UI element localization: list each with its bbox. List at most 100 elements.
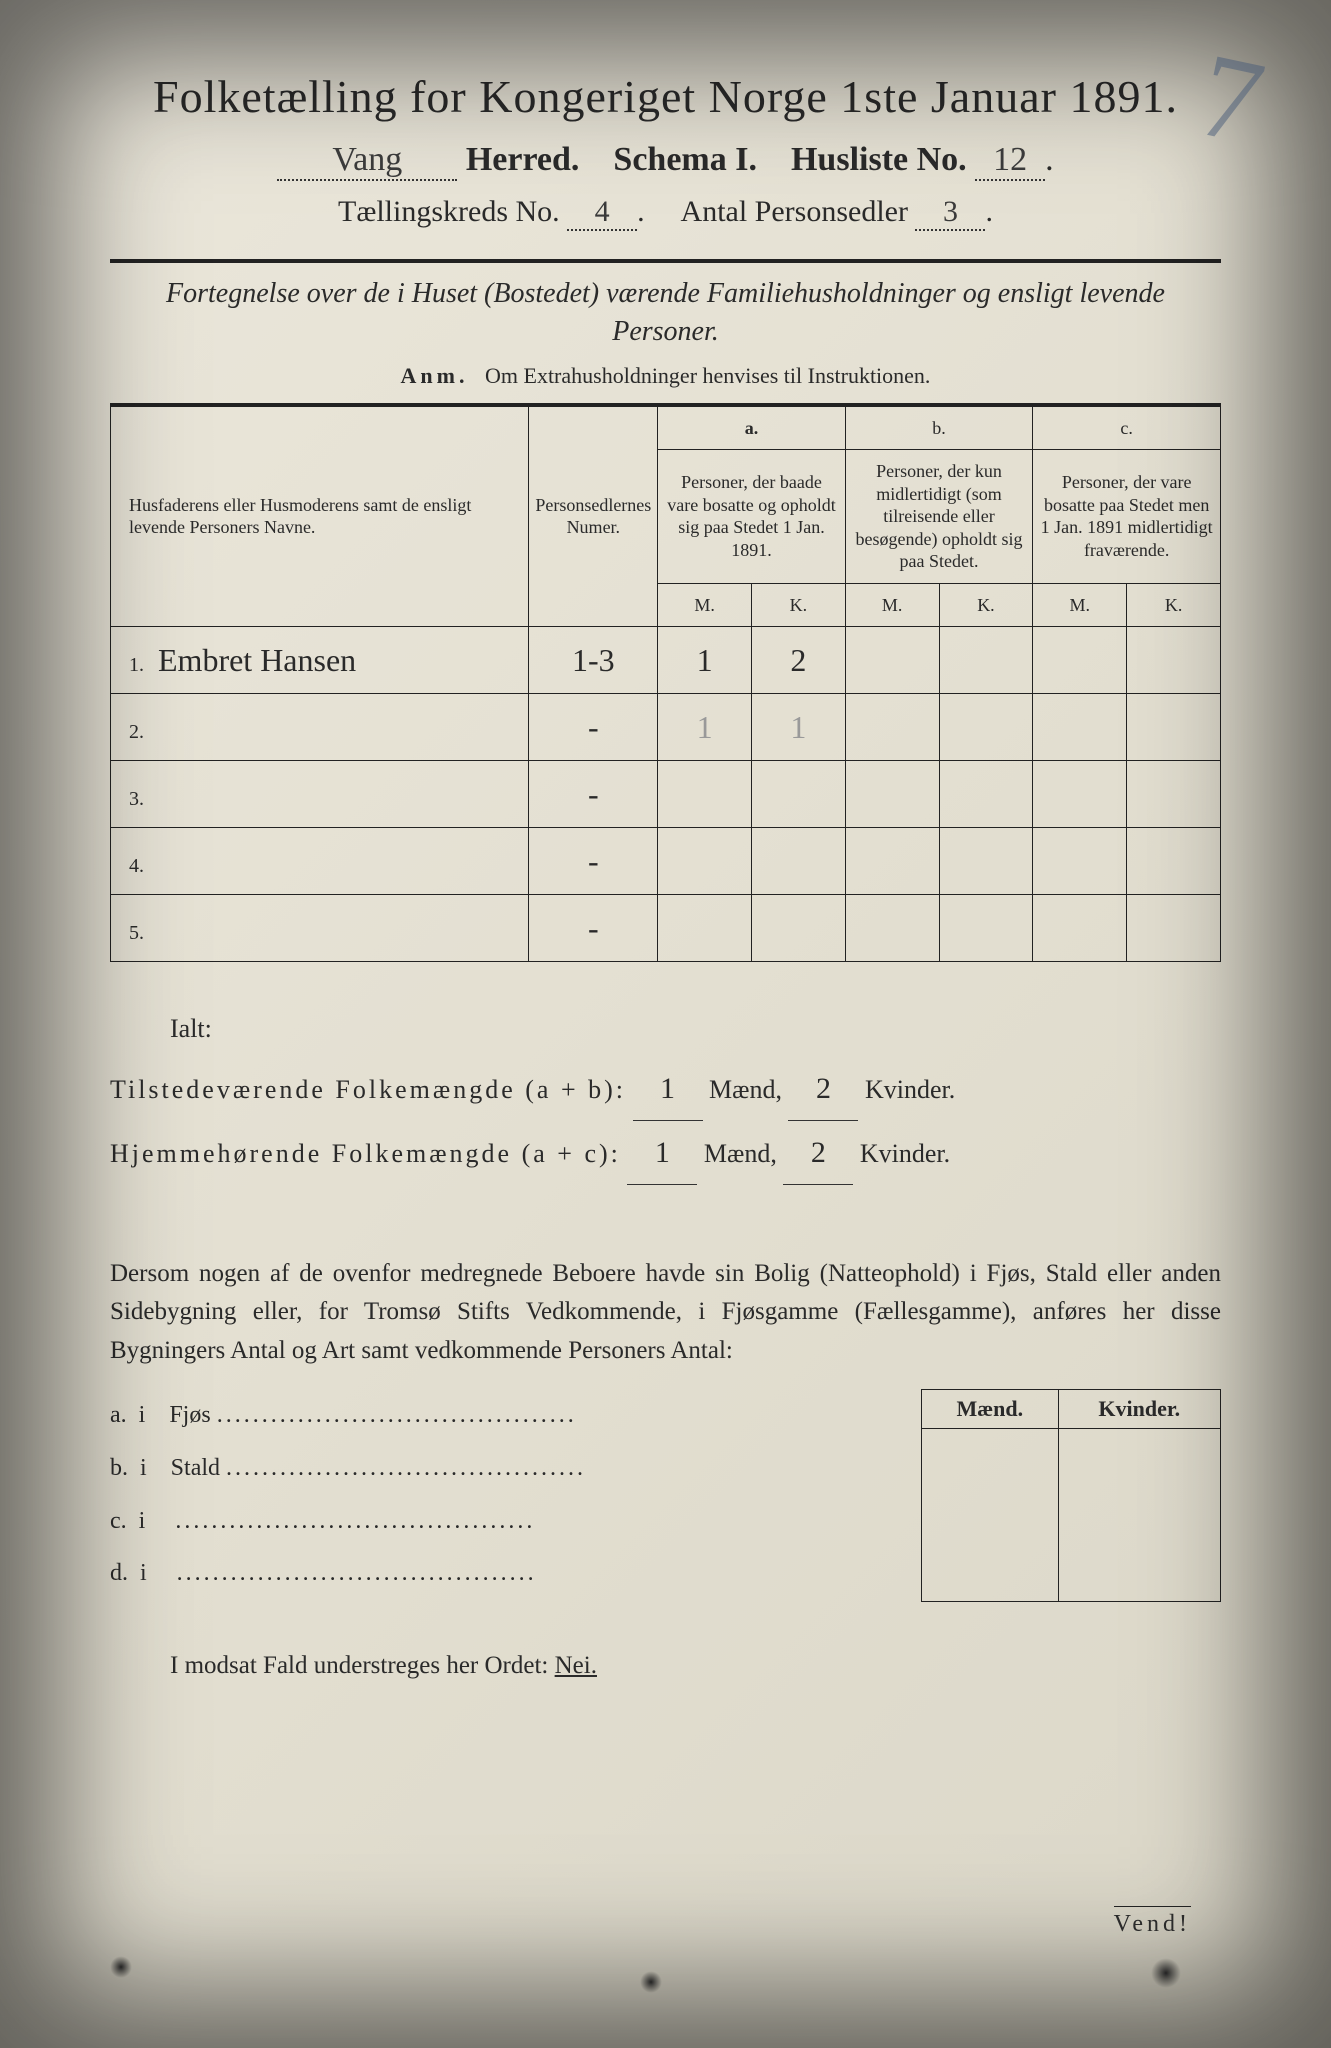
table-body: 1. Embret Hansen1-3122. -113. -4. -5. - [111, 627, 1221, 962]
cell-a-k [752, 761, 846, 828]
cell-c-m [1033, 895, 1127, 962]
sidebygning-row: a. i Fjøs ..............................… [110, 1389, 921, 1442]
husliste-field: 12 [975, 141, 1045, 181]
cell-name: 3. [111, 761, 529, 828]
hjemme-k: 2 [783, 1121, 853, 1185]
col-c-label: c. [1033, 405, 1221, 450]
side-header-k: Kvinder. [1058, 1389, 1220, 1428]
col-c-k: K. [1127, 583, 1221, 627]
maend-label-2: Mænd, [704, 1139, 777, 1168]
sidebygning-row: d. i ...................................… [110, 1547, 921, 1600]
table-row: 3. - [111, 761, 1221, 828]
census-form-page: 7 Folketælling for Kongeriget Norge 1ste… [0, 0, 1331, 2048]
a-text: Personer, der baade vare bosatte og opho… [667, 472, 835, 560]
sidebygning-list: a. i Fjøs ..............................… [110, 1389, 921, 1600]
cell-name: 5. [111, 895, 529, 962]
table-row: 4. - [111, 828, 1221, 895]
antal-value: 3 [943, 195, 958, 228]
herred-field: Vang [277, 141, 457, 181]
hjemme-m: 1 [627, 1121, 697, 1185]
totals-block: Ialt: Tilstedeværende Folkemængde (a + b… [110, 1002, 1221, 1185]
cell-b-k [939, 627, 1033, 694]
cell-a-k: 1 [752, 694, 846, 761]
cell-b-m [845, 627, 939, 694]
tilstede-row: Tilstedeværende Folkemængde (a + b): 1 M… [110, 1057, 1221, 1121]
cell-numer: - [529, 694, 658, 761]
cell-c-k [1127, 828, 1221, 895]
vend-label: Vend! [1114, 1906, 1191, 1938]
col-a-k: K. [752, 583, 846, 627]
antal-label: Antal Personsedler [681, 195, 908, 228]
cell-c-k [1127, 895, 1221, 962]
cell-c-k [1127, 761, 1221, 828]
cell-a-k: 2 [752, 627, 846, 694]
kreds-label: Tællingskreds No. [338, 195, 560, 228]
col-numer-text: Personsedlernes Numer. [535, 495, 651, 538]
side-cell-k [1058, 1428, 1220, 1601]
smudge-3 [1151, 1958, 1181, 1988]
main-table: Husfaderens eller Husmoderens samt de en… [110, 403, 1221, 963]
modsat-line: I modsat Fald understreges her Ordet: Ne… [170, 1652, 1221, 1680]
cell-name: 1. Embret Hansen [111, 627, 529, 694]
cell-b-k [939, 694, 1033, 761]
col-b-label: b. [845, 405, 1033, 450]
ialt-label: Ialt: [170, 1002, 1221, 1057]
header-line-2: Vang Herred. Schema I. Husliste No. 12. [110, 141, 1221, 181]
kreds-value: 4 [595, 195, 610, 228]
kvinder-label-2: Kvinder. [860, 1139, 950, 1168]
cell-b-m [845, 694, 939, 761]
pencil-annotation: 7 [1187, 25, 1274, 172]
tilstede-label: Tilstedeværende Folkemængde (a + b): [110, 1075, 626, 1104]
cell-a-m [658, 761, 752, 828]
table-head: Husfaderens eller Husmoderens samt de en… [111, 405, 1221, 627]
kreds-field: 4 [567, 195, 637, 231]
c-label: c. [1120, 418, 1133, 438]
cell-a-k [752, 895, 846, 962]
table-row: 5. - [111, 895, 1221, 962]
cell-b-k [939, 895, 1033, 962]
col-c-m: M. [1033, 583, 1127, 627]
antal-field: 3 [915, 195, 985, 231]
cell-b-m [845, 761, 939, 828]
cell-name: 4. [111, 828, 529, 895]
cell-b-k [939, 761, 1033, 828]
cell-numer: - [529, 828, 658, 895]
kvinder-label-1: Kvinder. [865, 1075, 955, 1104]
cell-a-m [658, 828, 752, 895]
table-row: 1. Embret Hansen1-312 [111, 627, 1221, 694]
b-text: Personer, der kun midlertidigt (som tilr… [856, 461, 1023, 571]
c-text: Personer, der vare bosatte paa Stedet me… [1041, 472, 1213, 560]
table-row: 2. -11 [111, 694, 1221, 761]
cell-c-m [1033, 694, 1127, 761]
sidebygning-row: b. i Stald .............................… [110, 1442, 921, 1495]
cell-numer: - [529, 761, 658, 828]
smudge-1 [110, 1956, 132, 1978]
sidebygning-row: c. i ...................................… [110, 1495, 921, 1548]
anm-line: Anm. Om Extrahusholdninger henvises til … [110, 363, 1221, 389]
modsat-nei: Nei. [555, 1652, 597, 1679]
col-numer: Personsedlernes Numer. [529, 405, 658, 627]
cell-c-k [1127, 694, 1221, 761]
hjemme-row: Hjemmehørende Folkemængde (a + c): 1 Mæn… [110, 1121, 1221, 1185]
cell-numer: - [529, 895, 658, 962]
col-name: Husfaderens eller Husmoderens samt de en… [111, 405, 529, 627]
cell-name: 2. [111, 694, 529, 761]
cell-a-m [658, 895, 752, 962]
col-a-label: a. [658, 405, 845, 450]
col-name-text: Husfaderens eller Husmoderens samt de en… [129, 495, 471, 538]
form-title: Folketælling for Kongeriget Norge 1ste J… [110, 70, 1221, 123]
side-cell-m [922, 1428, 1059, 1601]
a-label: a. [745, 418, 759, 438]
smudge-2 [640, 1971, 662, 1993]
cell-a-m: 1 [658, 694, 752, 761]
tilstede-m: 1 [633, 1057, 703, 1121]
cell-c-m [1033, 828, 1127, 895]
col-a-m: M. [658, 583, 752, 627]
sidebygning-counts-table: Mænd. Kvinder. [921, 1389, 1221, 1602]
cell-numer: 1-3 [529, 627, 658, 694]
sidebygning-counts: Mænd. Kvinder. [921, 1389, 1221, 1602]
sidebygning-block: a. i Fjøs ..............................… [110, 1389, 1221, 1602]
husliste-label: Husliste No. [791, 141, 967, 178]
header-line-3: Tællingskreds No. 4. Antal Personsedler … [110, 195, 1221, 231]
herred-value: Vang [332, 141, 402, 178]
